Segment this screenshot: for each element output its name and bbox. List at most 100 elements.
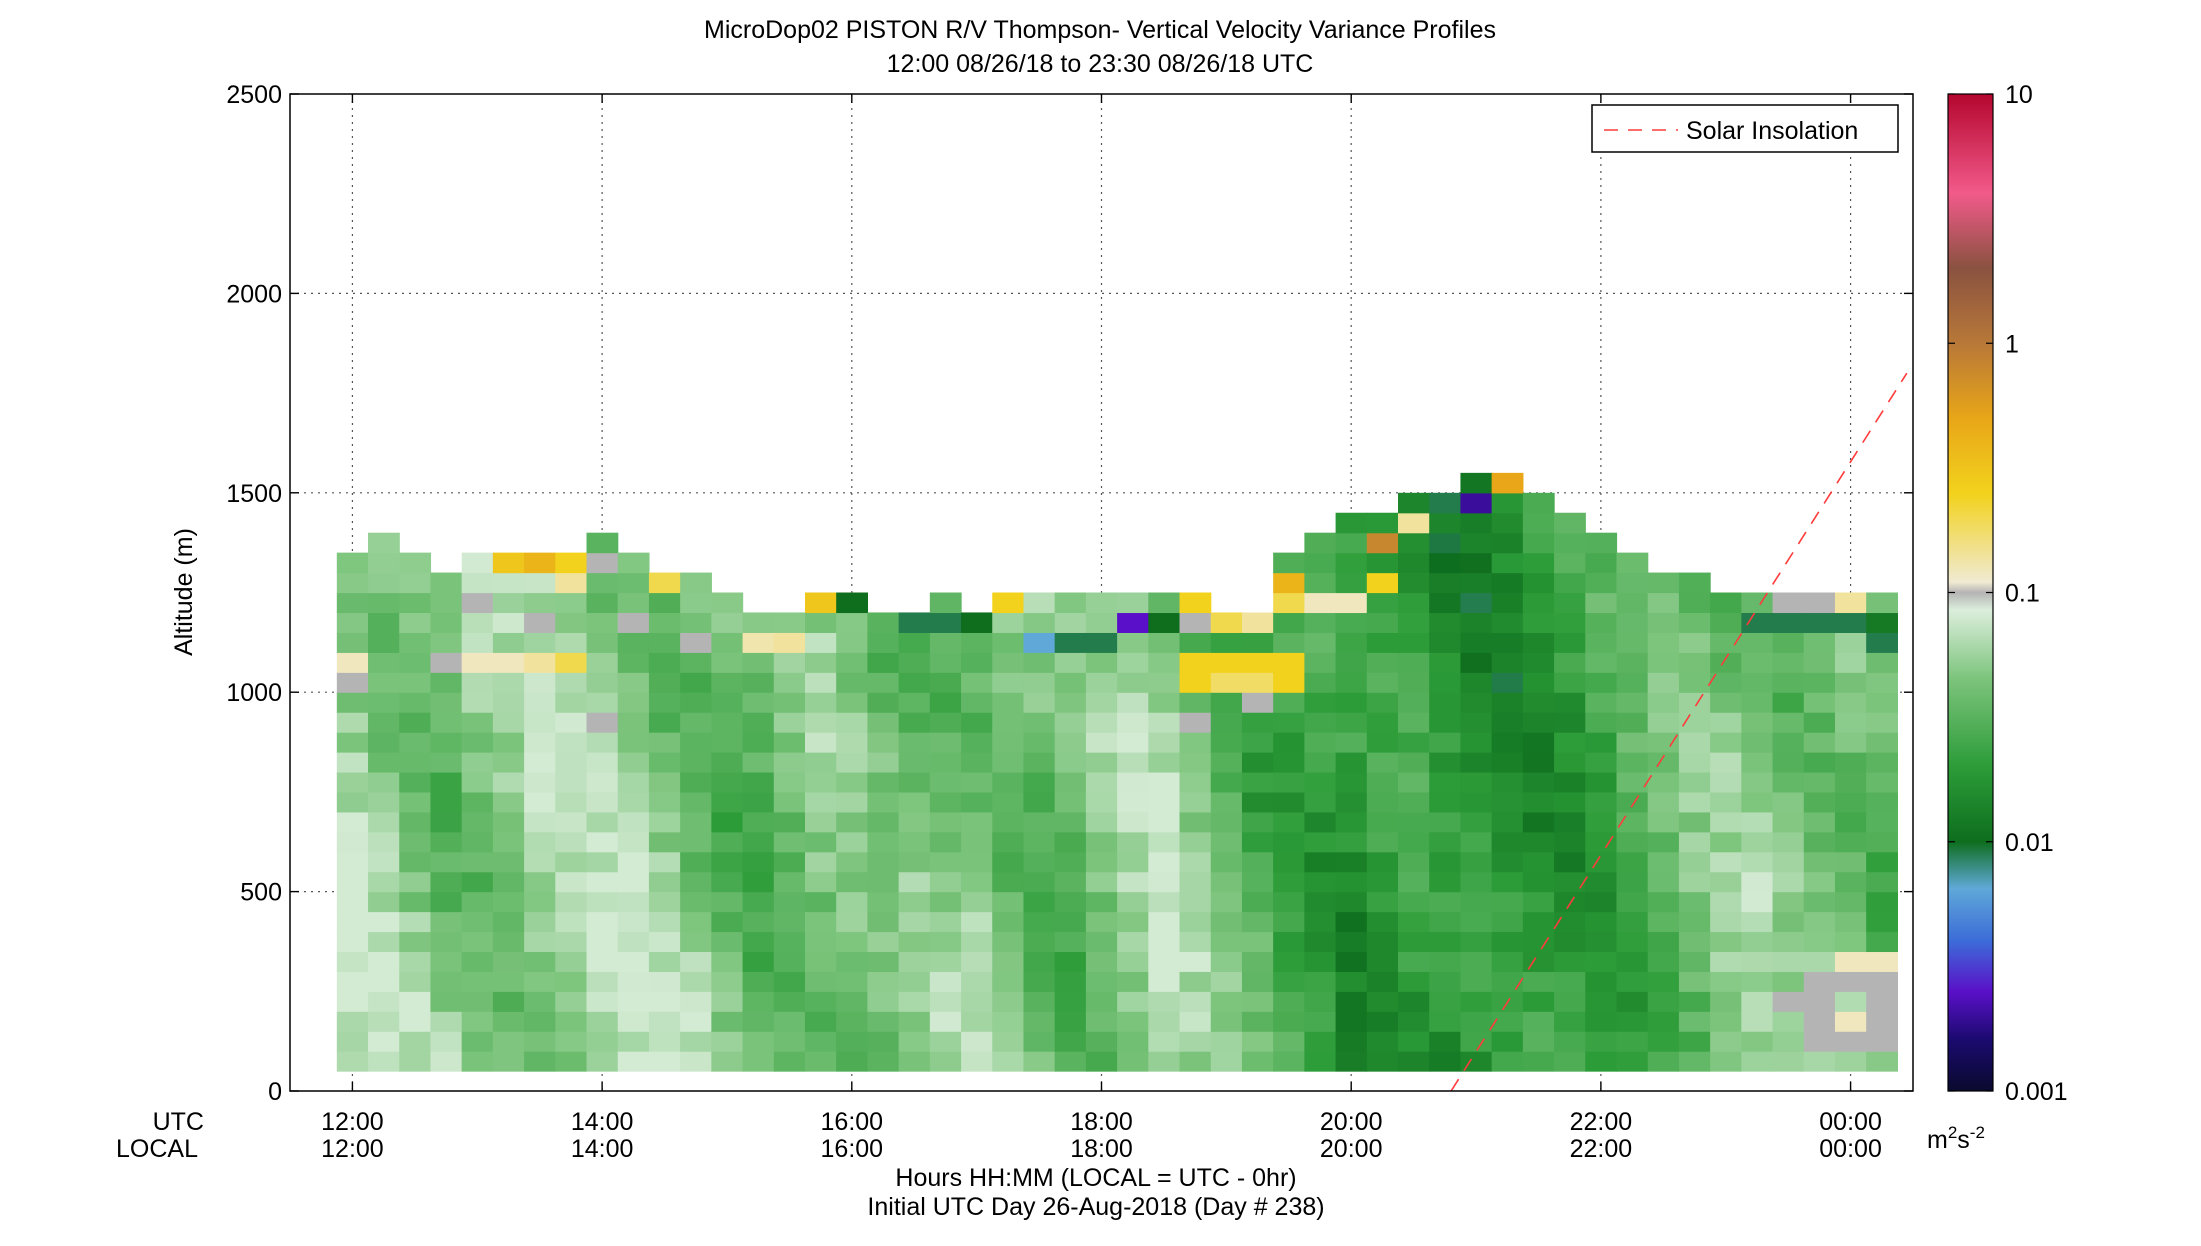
heatmap-cell xyxy=(1678,632,1711,653)
heatmap-cell xyxy=(1366,532,1399,554)
heatmap-cell xyxy=(1616,712,1649,733)
heatmap-cell xyxy=(1866,752,1898,773)
heatmap-cell xyxy=(1460,752,1493,773)
heatmap-cell xyxy=(1335,552,1368,574)
colorbar-units-sup2: -2 xyxy=(1970,1123,1985,1142)
heatmap-cell xyxy=(836,851,869,873)
heatmap-cell xyxy=(617,871,650,893)
heatmap-cell xyxy=(1554,652,1586,673)
heatmap-cell xyxy=(1117,1031,1149,1052)
heatmap-cell xyxy=(1585,891,1618,913)
heatmap-cell xyxy=(992,632,1025,653)
colorbar: 10 1 0.1 0.01 0.001 m2s-2 xyxy=(1927,81,2068,1154)
heatmap-cell xyxy=(586,991,619,1012)
heatmap-cell xyxy=(1241,991,1274,1012)
heatmap-cell xyxy=(1585,971,1618,992)
heatmap-cell xyxy=(1273,632,1305,653)
heatmap-cell xyxy=(1585,652,1618,673)
heatmap-cell xyxy=(1398,732,1430,753)
heatmap-cell xyxy=(1210,791,1243,813)
heatmap-cell xyxy=(461,712,494,733)
heatmap-cell xyxy=(836,732,869,753)
heatmap-cell xyxy=(773,951,806,972)
heatmap-cell xyxy=(1491,712,1524,733)
heatmap-cell xyxy=(1585,572,1618,594)
heatmap-cell xyxy=(1054,971,1087,992)
heatmap-cell xyxy=(1834,771,1867,793)
x-tick-label-utc: 16:00 xyxy=(821,1108,884,1136)
heatmap-cell xyxy=(1866,891,1898,913)
heatmap-cell xyxy=(1085,991,1118,1012)
heatmap-cell xyxy=(1460,532,1493,554)
heatmap-cell xyxy=(929,632,962,653)
heatmap-cell xyxy=(1429,791,1462,813)
heatmap-cell xyxy=(1366,791,1399,813)
heatmap-cell xyxy=(1335,831,1368,853)
heatmap-cell xyxy=(742,951,775,972)
heatmap-cell xyxy=(336,871,369,893)
heatmap-cell xyxy=(1273,1031,1305,1052)
heatmap-cell xyxy=(929,1051,962,1072)
heatmap-cell xyxy=(867,891,900,913)
heatmap-cell xyxy=(1460,811,1493,833)
heatmap-cell xyxy=(1803,811,1836,833)
heatmap-cell xyxy=(399,951,432,972)
heatmap-cell xyxy=(992,672,1025,693)
heatmap-cell xyxy=(1398,871,1430,893)
heatmap-cell xyxy=(992,931,1025,953)
heatmap-cell xyxy=(1616,752,1649,773)
heatmap-cell xyxy=(430,712,463,733)
heatmap-cell xyxy=(586,632,619,653)
heatmap-cell xyxy=(1554,1051,1586,1072)
heatmap-cell xyxy=(1491,851,1524,873)
heatmap xyxy=(336,472,1898,1072)
heatmap-cell xyxy=(1647,612,1680,633)
heatmap-cell xyxy=(1460,512,1493,534)
heatmap-cell xyxy=(1522,512,1555,534)
heatmap-cell xyxy=(1398,811,1430,833)
heatmap-cell xyxy=(1117,592,1149,614)
heatmap-cell xyxy=(1616,971,1649,992)
heatmap-cell xyxy=(1273,931,1305,953)
heatmap-cell xyxy=(1273,732,1305,753)
heatmap-cell xyxy=(586,532,619,554)
heatmap-cell xyxy=(1273,851,1305,873)
heatmap-cell xyxy=(1148,971,1181,992)
heatmap-cell xyxy=(1554,791,1586,813)
heatmap-cell xyxy=(648,831,681,853)
heatmap-cell xyxy=(368,672,400,693)
heatmap-cell xyxy=(711,891,744,913)
heatmap-cell xyxy=(1585,1051,1618,1072)
heatmap-cell xyxy=(1023,1031,1056,1052)
heatmap-cell xyxy=(898,791,931,813)
heatmap-cell xyxy=(617,991,650,1012)
heatmap-cell xyxy=(1148,672,1181,693)
heatmap-cell xyxy=(1741,592,1774,614)
heatmap-cell xyxy=(430,811,463,833)
heatmap-cell xyxy=(929,1011,962,1032)
heatmap-cell xyxy=(648,592,681,614)
heatmap-cell xyxy=(1179,931,1212,953)
heatmap-cell xyxy=(430,791,463,813)
heatmap-cell xyxy=(898,632,931,653)
heatmap-cell xyxy=(399,612,432,633)
heatmap-cell xyxy=(368,851,400,873)
heatmap-cell xyxy=(1085,752,1118,773)
heatmap-cell xyxy=(898,652,931,673)
heatmap-cell xyxy=(929,1031,962,1052)
heatmap-cell xyxy=(1616,991,1649,1012)
heatmap-cell xyxy=(1398,752,1430,773)
heatmap-cell xyxy=(1647,632,1680,653)
heatmap-cell xyxy=(399,891,432,913)
heatmap-cell xyxy=(1304,891,1337,913)
heatmap-cell xyxy=(1304,672,1337,693)
heatmap-cell xyxy=(1054,831,1087,853)
heatmap-cell xyxy=(1554,552,1586,574)
heatmap-cell xyxy=(1054,771,1087,793)
heatmap-cell xyxy=(1117,1011,1149,1032)
heatmap-cell xyxy=(1460,951,1493,972)
heatmap-cell xyxy=(1335,572,1368,594)
x-tick-label-local: 14:00 xyxy=(571,1135,634,1163)
heatmap-cell xyxy=(492,851,525,873)
heatmap-cell xyxy=(898,612,931,633)
